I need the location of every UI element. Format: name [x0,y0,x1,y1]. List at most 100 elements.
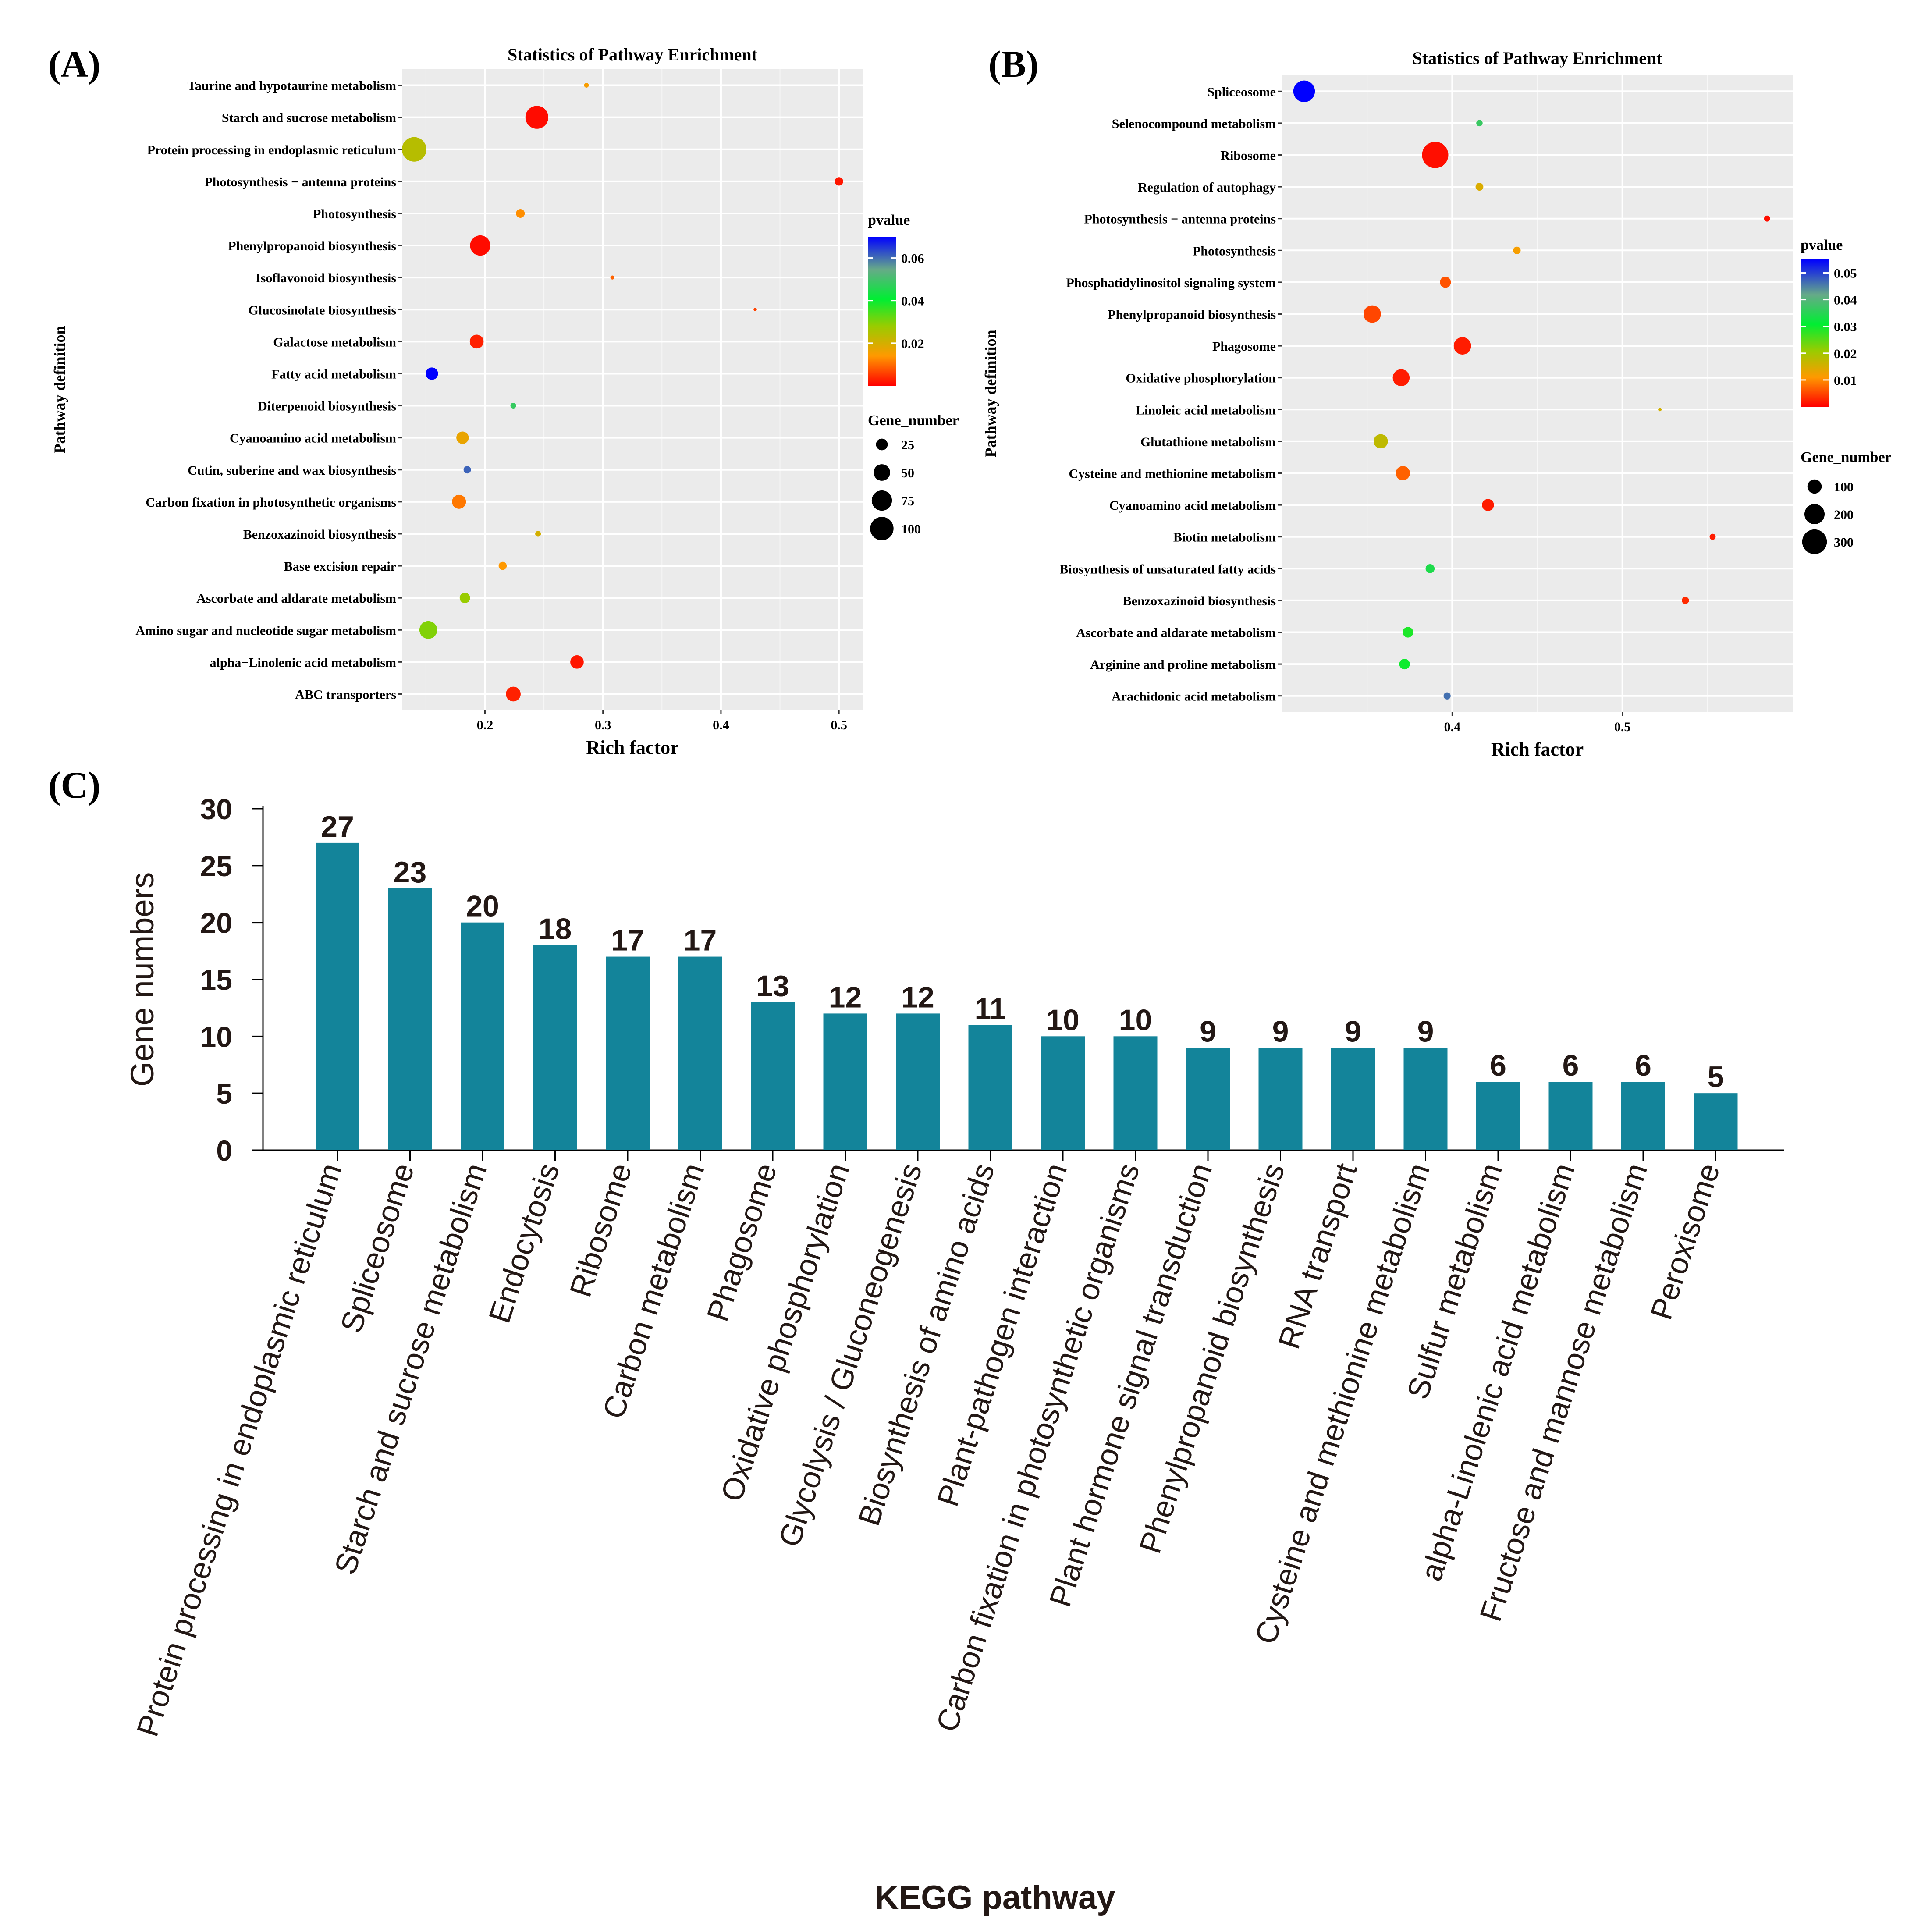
panel-a-point [499,562,507,570]
panel-b-x-axis-title: Rich factor [1491,739,1584,760]
panel-b-y-tick-label: Arachidonic acid metabolism [1112,689,1276,704]
panel-b-point [1374,434,1388,449]
panel-a-size-legend-label: 25 [901,438,914,452]
panel-b-y-tick-label: Benzoxazinoid biosynthesis [1123,594,1276,608]
panel-b-size-legend-key [1808,480,1822,494]
panel-a-x-tick-label: 0.3 [595,718,611,732]
panel-a-size-legend-key [874,464,890,481]
panel-b-y-axis-title: Pathway definition [982,330,999,457]
panel-c-x-tick-label: Biosynthesis of amino acids [852,1159,1001,1530]
panel-c-y-tick-label: 20 [200,907,232,939]
panel-c-x-tick-label: Starch and sucrose metabolism [328,1159,493,1579]
panel-b-point [1399,659,1410,669]
panel-a-point [516,209,525,218]
panel-b-point [1393,369,1410,386]
panel-a-size-legend-key [870,517,893,540]
panel-b-point [1764,216,1770,222]
panel-a-y-tick-label: Cutin, suberine and wax biosynthesis [188,463,396,478]
panel-c-bar [316,843,359,1150]
panel-c-bar-value-label: 6 [1635,1049,1651,1082]
panel-b-point [1658,408,1662,411]
panel-a-point [835,177,843,185]
panel-c-bar-value-label: 10 [1046,1003,1080,1037]
panel-b-point [1396,466,1410,480]
panel-c-x-axis-title: KEGG pathway [875,1879,1115,1916]
panel-b-y-tick-label: Glutathione metabolism [1140,435,1276,449]
panel-b-point [1482,499,1494,511]
panel-c-bar [1549,1082,1593,1150]
panel-a-x-tick-label: 0.5 [831,718,847,732]
panel-c-bar [896,1013,940,1150]
panel-c-y-tick-label: 10 [200,1020,232,1053]
panel-b-point [1682,597,1689,604]
panel-a-y-tick-label: Galactose metabolism [273,335,396,349]
panel-b-color-bar-tick-label: 0.04 [1834,293,1857,308]
panel-c-bar-value-label: 10 [1119,1003,1152,1037]
panel-b-point [1454,337,1471,355]
panel-a-point [402,137,426,162]
panel-a-y-tick-label: ABC transporters [295,687,396,702]
panel-a-y-tick-label: Cyanoamino acid metabolism [230,431,396,446]
panel-a-point [419,621,437,639]
panel-b-y-tick-label: Photosynthesis [1193,244,1276,258]
figure: (A) Statistics of Pathway EnrichmentTauri… [0,0,1932,1929]
panel-a-point [526,106,548,128]
panel-c-panel-label: (C) [48,764,100,806]
panel-b-color-bar-tick-label: 0.03 [1834,320,1857,334]
panel-c-bar-value-label: 9 [1417,1015,1434,1048]
panel-b-y-tick-label: Biosynthesis of unsaturated fatty acids [1060,562,1276,576]
panel-b-y-tick-label: Phagosome [1212,339,1276,354]
panel-c-bar-value-label: 23 [394,856,427,889]
panel-c-x-tick-label: Protein processing in endoplasmic reticu… [130,1159,348,1741]
panel-a-point [570,655,584,669]
panel-c: (C) 0 5 10 15 20 25 30 Gene numbers 27 Protein pro… [48,764,1784,1916]
panel-b-y-tick-label: Phenylpropanoid biosynthesis [1108,308,1276,322]
panel-c-bar [1041,1036,1085,1150]
panel-b: (B) Statistics of Pathway Enrichment Splic… [982,43,1892,760]
panel-b-size-legend-label: 200 [1834,508,1854,522]
panel-a-color-bar-tick-label: 0.02 [901,337,924,351]
panel-a-point [611,276,614,280]
panel-c-bar-value-label: 5 [1708,1060,1724,1094]
panel-b-x-tick-label: 0.4 [1444,720,1461,734]
panel-a-y-tick-label: Starch and sucrose metabolism [222,111,396,125]
panel-c-bar-value-label: 18 [539,913,572,946]
panel-b-y-tick-label: Cysteine and methionine metabolism [1069,467,1276,481]
panel-b-color-bar [1801,259,1829,407]
panel-a-y-tick-label: Protein processing in endoplasmic reticu… [147,143,396,157]
panel-a-size-legend-label: 100 [901,522,921,536]
panel-a-point [506,687,521,702]
panel-c-bar [1186,1048,1230,1150]
panel-c-bar [1259,1048,1303,1150]
panel-a-y-tick-label: Glucosinolate biosynthesis [248,303,396,317]
panel-c-bar-value-label: 12 [829,980,862,1014]
panel-c-bar [606,957,650,1150]
panel-b-y-tick-label: Selenocompound metabolism [1112,117,1276,131]
panel-c-y-axis-title: Gene numbers [124,872,160,1087]
panel-a: (A) Statistics of Pathway Enrichment Tauri… [48,43,959,758]
panel-c-bar [461,923,504,1150]
panel-c-y-tick-label: 5 [216,1077,232,1110]
panel-c-bar [751,1002,795,1150]
panel-b-y-tick-label: Cyanoamino acid metabolism [1109,498,1276,513]
panel-a-size-legend-label: 75 [901,494,914,508]
panel-b-panel-label: (B) [988,43,1039,85]
panel-a-y-tick-label: alpha−Linolenic acid metabolism [210,655,396,670]
panel-a-point [426,367,438,380]
panel-b-y-tick-label: Linoleic acid metabolism [1136,403,1276,417]
panel-a-title: Statistics of Pathway Enrichment [508,45,758,64]
panel-a-color-legend-title: pvalue [868,212,910,228]
panel-a-x-tick-label: 0.4 [713,718,729,732]
panel-a-point [584,83,589,88]
panel-b-y-tick-label: Arginine and proline metabolism [1090,657,1276,672]
panel-a-size-legend-key [872,490,892,511]
panel-a-y-tick-label: Photosynthesis − antenna proteins [205,175,396,189]
panel-a-y-tick-label: Amino sugar and nucleotide sugar metabol… [135,623,396,638]
panel-a-point [452,495,466,509]
panel-a-size-legend-label: 50 [901,466,914,480]
panel-c-bar [1621,1082,1665,1150]
panel-c-bar-value-label: 20 [466,890,499,923]
panel-c-x-tick-label: Ribosome [563,1159,639,1301]
panel-a-x-axis-title: Rich factor [586,737,678,758]
panel-c-bar-value-label: 6 [1490,1049,1506,1082]
